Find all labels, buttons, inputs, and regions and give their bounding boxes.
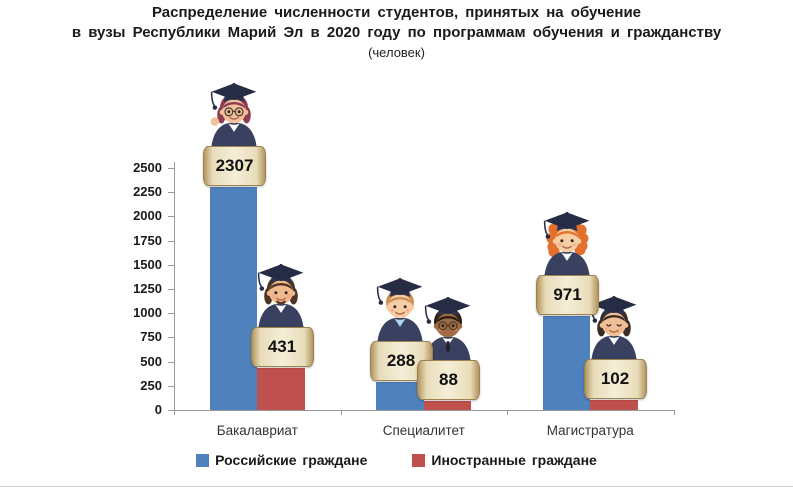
bar-foreign-citizens-2 <box>590 400 638 410</box>
y-axis-tick-label: 500 <box>140 353 162 369</box>
y-axis-tick-label: 250 <box>140 377 162 393</box>
y-axis-tick <box>168 289 174 290</box>
title-line-2: в вузы Республики Марий Эл в 2020 году п… <box>71 24 722 41</box>
bar-foreign-citizens-0 <box>257 368 305 410</box>
y-axis-tick <box>168 264 174 266</box>
y-axis-tick <box>168 192 174 194</box>
y-axis-tick <box>168 168 174 169</box>
category-label: Магистратура <box>546 423 634 438</box>
title-line-1: Распределение численности студентов, при… <box>151 4 642 21</box>
y-axis-tick-label: 1250 <box>133 281 162 296</box>
x-axis-tick <box>174 410 175 415</box>
y-axis-line <box>174 162 175 410</box>
y-axis-tick-label: 2250 <box>133 184 162 200</box>
title-unit-label: (человек) <box>368 45 425 60</box>
y-axis-tick-label: 1000 <box>133 305 162 321</box>
x-axis-tick <box>673 410 675 415</box>
value-scroll-2-1: 102 <box>583 359 647 400</box>
category-label: Специалитет <box>382 423 465 438</box>
legend-item-russian-citizens: Российские граждане <box>196 452 367 468</box>
legend-item-foreign-citizens: Иностранные граждане <box>412 452 597 468</box>
y-axis-tick <box>168 410 174 411</box>
y-axis-tick <box>168 216 174 218</box>
category-label: Бакалавриат <box>216 423 298 438</box>
y-axis-tick <box>168 313 174 315</box>
y-axis-tick-label: 1500 <box>133 256 162 272</box>
legend-label-foreign-citizens: Иностранные граждане <box>431 452 597 468</box>
bar-russian-citizens-0 <box>209 186 258 410</box>
graduate-figure-2-0 <box>537 203 597 287</box>
value-scroll-1-1: 88 <box>417 360 480 401</box>
legend-swatch-foreign-citizens <box>412 453 426 467</box>
y-axis-tick <box>168 337 174 339</box>
legend-swatch-russian-citizens <box>196 453 210 467</box>
y-axis-tick <box>168 385 174 387</box>
value-scroll-2-0: 971 <box>536 275 599 315</box>
y-axis-tick-label: 750 <box>140 329 162 345</box>
y-axis-tick-label: 0 <box>154 402 162 417</box>
x-axis-tick <box>507 410 508 415</box>
chart-title: Распределение численности студентов, при… <box>0 3 793 60</box>
x-axis-line <box>174 410 674 411</box>
y-axis-tick-label: 1750 <box>133 232 162 248</box>
bar-foreign-citizens-1 <box>423 401 472 410</box>
value-scroll-0-0: 2307 <box>203 145 266 186</box>
x-axis-tick <box>340 410 342 415</box>
y-axis-tick-label: 2500 <box>133 160 162 175</box>
y-axis-tick-label: 2000 <box>133 208 162 224</box>
legend-label-russian-citizens: Российские граждане <box>215 452 368 468</box>
legend: Российские граждане Иностранные граждане <box>0 452 793 468</box>
bar-russian-citizens-2 <box>542 316 591 410</box>
y-axis-tick <box>168 361 174 363</box>
value-scroll-0-1: 431 <box>250 327 314 368</box>
bar-russian-citizens-1 <box>376 382 424 410</box>
y-axis-tick <box>168 240 174 242</box>
